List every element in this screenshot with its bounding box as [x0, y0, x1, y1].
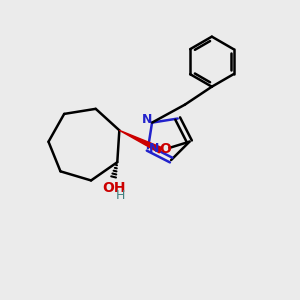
Text: OH: OH	[103, 181, 126, 195]
Text: N: N	[149, 142, 160, 155]
Text: O: O	[159, 142, 171, 156]
Text: H: H	[116, 189, 125, 202]
Text: N: N	[142, 112, 152, 126]
Polygon shape	[119, 130, 162, 153]
